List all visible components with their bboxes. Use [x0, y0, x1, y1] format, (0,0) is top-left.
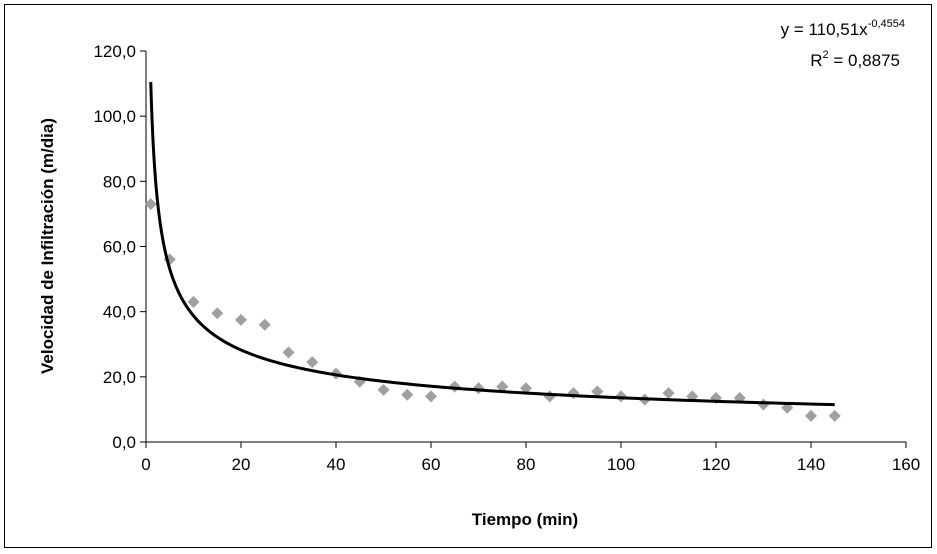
equation-exponent: -0,4554 [868, 18, 905, 30]
equation-label: y = 110,51x-0,4554 [781, 18, 905, 39]
equation-prefix: y = 110,51x [781, 20, 869, 39]
x-axis-title: Tiempo (min) [472, 510, 578, 529]
x-tick-label: 120 [702, 455, 730, 474]
data-point [496, 380, 509, 393]
data-point [520, 382, 532, 395]
x-tick-label: 40 [327, 455, 346, 474]
x-tick-label: 20 [232, 455, 251, 474]
y-tick-label: 20,0 [103, 368, 136, 387]
y-tick-label: 0,0 [112, 433, 136, 452]
data-point [591, 385, 604, 398]
data-point [377, 383, 390, 396]
data-point [828, 409, 841, 422]
x-ticks: 0 20 40 60 80 100 120 140 160 [141, 442, 920, 474]
x-tick-label: 140 [797, 455, 825, 474]
r2-prefix: R [810, 51, 822, 70]
y-tick-label: 120,0 [93, 42, 136, 61]
y-tick-label: 100,0 [93, 107, 136, 126]
r-squared-label: R2 = 0,8875 [810, 49, 900, 70]
r2-superscript: 2 [823, 49, 829, 61]
x-tick-label: 0 [141, 455, 150, 474]
data-point [211, 307, 224, 320]
y-tick-label: 80,0 [103, 172, 136, 191]
data-point [306, 356, 319, 369]
data-point [543, 390, 556, 403]
x-tick-label: 60 [422, 455, 441, 474]
data-point [805, 409, 817, 422]
power-trendline [149, 81, 835, 407]
data-points [144, 198, 841, 422]
y-axis-title: Velocidad de Infiltración (m/dia) [38, 118, 57, 374]
y-tick-label: 60,0 [103, 238, 136, 257]
data-point [235, 313, 247, 326]
data-point [401, 388, 414, 401]
data-point [757, 398, 770, 411]
data-point [567, 387, 580, 400]
data-point [258, 318, 271, 331]
x-tick-label: 100 [607, 455, 635, 474]
data-point [187, 295, 200, 308]
x-tick-label: 80 [517, 455, 536, 474]
y-ticks: 0,0 20,0 40,0 60,0 80,0 100,0 120,0 [93, 42, 146, 452]
x-tick-label: 160 [892, 455, 920, 474]
r2-value: = 0,8875 [829, 51, 900, 70]
chart-frame [4, 4, 932, 548]
data-point [662, 387, 675, 400]
data-point [282, 346, 295, 359]
data-point [144, 198, 157, 211]
y-tick-label: 40,0 [103, 303, 136, 322]
data-point [425, 390, 437, 403]
trend-equation: y = 110,51x-0,4554 R2 = 0,8875 [781, 18, 905, 70]
